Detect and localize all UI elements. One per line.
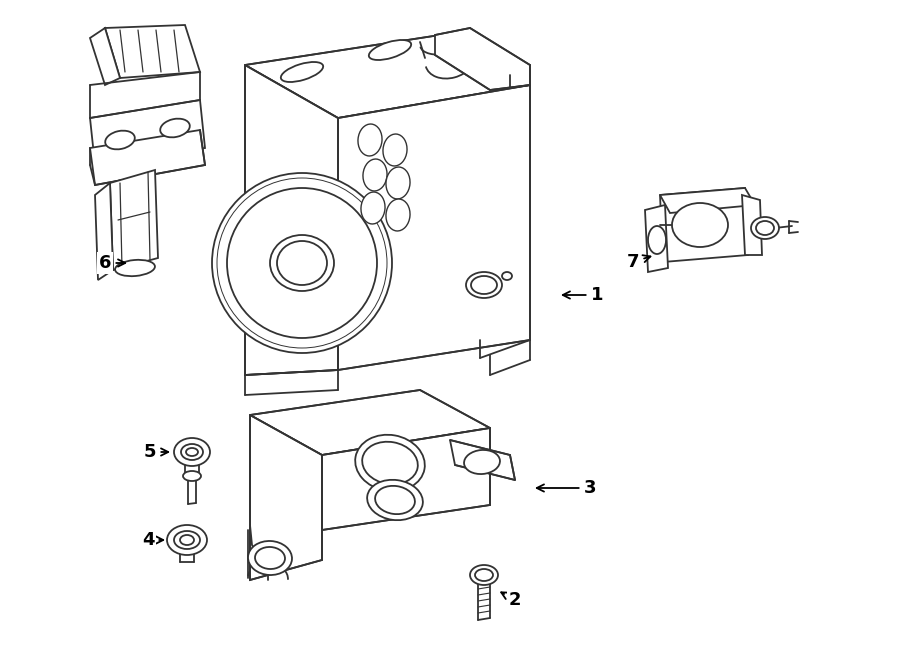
- Polygon shape: [105, 25, 200, 78]
- Ellipse shape: [751, 217, 779, 239]
- Polygon shape: [245, 35, 530, 118]
- Ellipse shape: [358, 124, 382, 156]
- Polygon shape: [245, 65, 338, 375]
- Ellipse shape: [464, 450, 500, 474]
- Ellipse shape: [502, 272, 512, 280]
- Polygon shape: [645, 205, 668, 272]
- Ellipse shape: [672, 203, 728, 247]
- Polygon shape: [660, 188, 755, 213]
- Polygon shape: [90, 130, 205, 185]
- Ellipse shape: [386, 199, 410, 231]
- Text: 4: 4: [142, 531, 163, 549]
- Polygon shape: [742, 195, 762, 255]
- Polygon shape: [90, 100, 205, 165]
- Ellipse shape: [212, 173, 392, 353]
- Ellipse shape: [367, 480, 423, 520]
- Ellipse shape: [160, 119, 190, 137]
- Ellipse shape: [648, 226, 666, 254]
- Ellipse shape: [369, 40, 411, 60]
- Polygon shape: [450, 440, 515, 480]
- Text: 2: 2: [501, 591, 521, 609]
- Ellipse shape: [281, 62, 323, 82]
- Text: 7: 7: [626, 253, 651, 271]
- Ellipse shape: [181, 444, 203, 460]
- Polygon shape: [250, 390, 490, 455]
- Ellipse shape: [183, 471, 201, 481]
- Polygon shape: [250, 415, 322, 580]
- Ellipse shape: [470, 565, 498, 585]
- Ellipse shape: [174, 531, 200, 549]
- Ellipse shape: [386, 167, 410, 199]
- Ellipse shape: [105, 131, 135, 149]
- Polygon shape: [90, 28, 120, 85]
- Ellipse shape: [248, 541, 292, 575]
- Ellipse shape: [270, 235, 334, 291]
- Polygon shape: [338, 85, 530, 370]
- Text: 6: 6: [99, 254, 125, 272]
- Polygon shape: [322, 428, 490, 530]
- Ellipse shape: [356, 435, 425, 491]
- Ellipse shape: [361, 192, 385, 224]
- Text: 1: 1: [562, 286, 603, 304]
- Ellipse shape: [167, 525, 207, 555]
- Text: 3: 3: [536, 479, 596, 497]
- Polygon shape: [110, 170, 158, 270]
- Polygon shape: [660, 188, 748, 262]
- Polygon shape: [95, 183, 113, 280]
- Text: 5: 5: [144, 443, 168, 461]
- Ellipse shape: [363, 159, 387, 191]
- Ellipse shape: [115, 260, 155, 276]
- Ellipse shape: [466, 272, 502, 298]
- Ellipse shape: [174, 438, 210, 466]
- Ellipse shape: [383, 134, 407, 166]
- Polygon shape: [435, 28, 530, 90]
